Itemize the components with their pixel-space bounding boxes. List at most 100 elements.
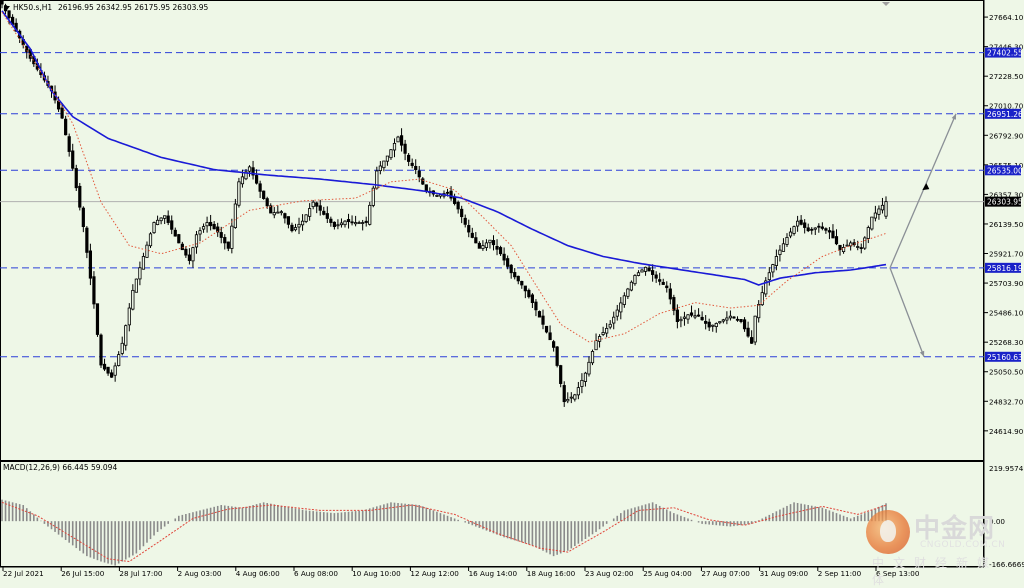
arrow-down-icon — [919, 350, 925, 357]
time-label: 6 Aug 08:00 — [294, 569, 338, 578]
time-label: 12 Aug 12:00 — [410, 569, 459, 578]
watermark-url: CNGOLD.COM.CN — [920, 540, 1006, 550]
time-label: 27 Aug 07:00 — [701, 569, 750, 578]
candle-body — [216, 226, 220, 233]
level-label: 27402.55 — [987, 49, 1023, 58]
candle-body — [711, 324, 715, 327]
candle-body — [658, 279, 662, 282]
candle-body — [343, 220, 347, 226]
candle-body — [495, 245, 499, 250]
candle-body — [414, 165, 418, 171]
time-label: 2 Sep 11:00 — [818, 569, 862, 578]
level-label-box — [985, 262, 1021, 273]
candle-body — [636, 272, 641, 276]
candle-body — [81, 207, 85, 228]
candle-body — [293, 227, 298, 231]
candle-body — [74, 168, 78, 189]
price-tick-label: 25921.70 — [989, 250, 1024, 259]
candle-body — [651, 270, 655, 275]
candle-body — [445, 191, 450, 194]
candle-body — [467, 225, 471, 233]
candle-body — [67, 136, 71, 152]
candle-body — [548, 332, 552, 341]
time-label: 4 Aug 06:00 — [236, 569, 280, 578]
candle-body — [78, 185, 82, 208]
candle-body — [760, 292, 764, 306]
candle-body — [385, 155, 390, 162]
candle-body — [799, 219, 803, 225]
candle-body — [191, 247, 195, 262]
price-tick-label: 25486.10 — [989, 309, 1024, 318]
candle-body — [219, 232, 223, 238]
candle-body — [456, 201, 460, 210]
candle-body — [95, 303, 100, 335]
candle-body — [488, 239, 492, 244]
price-tick-label: 27228.50 — [989, 72, 1024, 81]
time-label: 6 Sep 13:00 — [876, 569, 920, 578]
candle-body — [605, 327, 609, 334]
candle-body — [237, 181, 241, 206]
candle-body — [742, 319, 747, 330]
collapse-arrow-icon[interactable] — [4, 6, 10, 10]
candle-body — [580, 379, 584, 387]
shift-marker-icon[interactable] — [882, 2, 890, 6]
candle-body — [290, 224, 294, 232]
candle-body — [145, 244, 149, 258]
candle-body — [187, 254, 192, 261]
candle-body — [661, 281, 665, 285]
candle-body — [813, 227, 817, 230]
candle-body — [311, 201, 315, 208]
macd-tick-label: 219.9574 — [989, 464, 1024, 473]
candle-body — [308, 208, 312, 217]
level-label-box — [985, 47, 1021, 58]
candle-body — [834, 236, 839, 245]
candle-body — [704, 320, 708, 324]
candle-body — [682, 316, 687, 319]
candle-body — [707, 321, 711, 328]
candle-body — [559, 365, 563, 384]
price-tick-label: 26357.30 — [989, 190, 1024, 199]
price-ticks: 27664.10 27446.30 27228.50 27010.70 26792.90… — [984, 13, 1024, 436]
candle-body — [251, 167, 255, 176]
candle-body — [173, 229, 177, 237]
candle-body — [223, 237, 227, 244]
candle-body — [672, 297, 676, 311]
price-tick-label: 26139.50 — [989, 220, 1024, 229]
candle-body — [527, 289, 531, 298]
candle-body — [304, 214, 308, 222]
candle-body — [633, 275, 637, 285]
candle-body — [318, 205, 322, 211]
price-tick-label: 27446.30 — [989, 43, 1024, 52]
ohlc-readout: 26196.95 26342.95 26175.95 26303.95 — [58, 3, 209, 12]
candle-body — [806, 227, 810, 232]
macd-histogram — [1, 499, 887, 566]
candle-body — [520, 280, 524, 286]
candle-body — [696, 314, 701, 317]
time-label: 18 Aug 16:00 — [527, 569, 576, 578]
candle-body — [622, 295, 626, 305]
candle-body — [106, 366, 110, 374]
candle-body — [113, 365, 117, 376]
candle-body — [265, 198, 269, 207]
candle-body — [817, 225, 821, 228]
candle-body — [863, 237, 867, 249]
candle-body — [180, 243, 184, 251]
candle-body — [877, 208, 881, 215]
level-label-box — [985, 108, 1021, 119]
candle-body — [399, 135, 404, 146]
candle-body — [361, 222, 365, 224]
time-label: 25 Aug 04:00 — [643, 569, 692, 578]
candle-body — [615, 309, 619, 317]
candle-body — [170, 220, 174, 230]
candle-body — [732, 316, 736, 319]
candle-body — [721, 319, 725, 322]
candle-body — [25, 45, 29, 52]
candle-body — [778, 249, 782, 255]
price-tick-label: 27664.10 — [989, 13, 1024, 22]
arrow-mid-icon — [922, 183, 930, 191]
candle-body — [209, 221, 213, 227]
cngold-watermark: 中金网 CNGOLD.COM.CN 中文财经新媒体 — [862, 506, 1012, 587]
candle-body — [453, 196, 457, 204]
candle-body — [502, 253, 506, 261]
